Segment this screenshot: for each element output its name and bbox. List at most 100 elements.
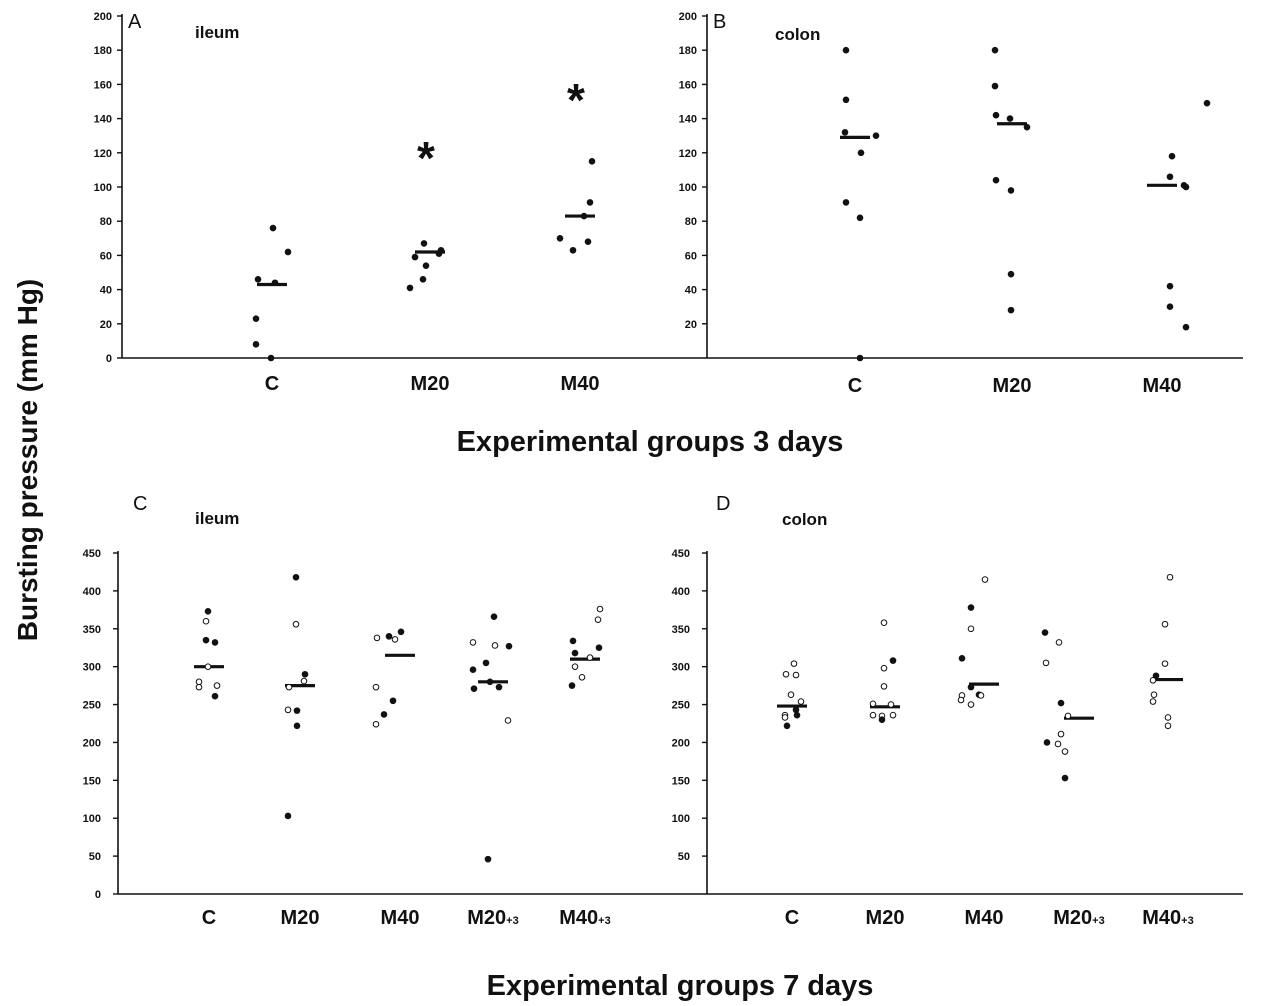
y-tick-label: 40 — [100, 285, 112, 297]
y-tick-label: 120 — [94, 148, 112, 160]
data-point-filled — [202, 636, 210, 644]
data-point-open — [1166, 573, 1174, 581]
data-point-filled — [1166, 173, 1174, 181]
data-point-open — [373, 634, 381, 642]
data-point-open — [781, 714, 789, 721]
y-tick-label: 150 — [83, 775, 101, 787]
y-tick-label: 200 — [679, 11, 697, 23]
data-point-filled — [872, 132, 880, 139]
data-point-filled — [991, 46, 999, 54]
panel-letter-a: A — [128, 11, 142, 33]
data-point-filled — [1023, 123, 1031, 131]
data-point-filled — [301, 670, 309, 678]
y-tick-label: 100 — [672, 813, 690, 825]
y-tick-label: 250 — [83, 700, 101, 712]
y-tick-label: 400 — [672, 586, 690, 598]
data-point-filled — [385, 633, 393, 640]
data-point-filled — [1168, 152, 1176, 160]
y-tick-label: 100 — [83, 813, 101, 825]
data-point-open — [889, 711, 897, 719]
data-point-open — [1161, 620, 1169, 628]
y-tick-label: 160 — [679, 79, 697, 91]
data-point-filled — [1043, 739, 1051, 746]
y-tick-label: 300 — [83, 662, 101, 674]
x-category-label: M40 — [561, 373, 600, 395]
data-point-filled — [958, 655, 966, 662]
data-point-open — [1055, 639, 1063, 646]
data-point-open — [880, 619, 888, 627]
data-point-filled — [1007, 306, 1015, 314]
y-tick-label: 160 — [94, 79, 112, 91]
data-point-filled — [269, 224, 277, 232]
x-category-label: C — [848, 375, 862, 397]
y-tick-label: 180 — [679, 45, 697, 57]
data-point-open — [869, 700, 877, 708]
data-point-open — [1161, 660, 1169, 667]
y-tick-label: 200 — [672, 737, 690, 749]
data-point-filled — [406, 284, 414, 292]
data-point-filled — [293, 707, 301, 714]
data-point-filled — [284, 812, 292, 820]
data-point-open — [586, 654, 594, 661]
data-point-open — [491, 642, 499, 649]
data-point-filled — [267, 354, 275, 362]
data-point-open — [787, 691, 795, 699]
data-point-open — [880, 664, 888, 672]
data-point-open — [391, 636, 399, 643]
data-point-filled — [889, 657, 897, 664]
data-point-open — [300, 677, 308, 685]
data-point-filled — [571, 649, 579, 657]
data-point-filled — [584, 238, 592, 246]
data-point-open — [1149, 698, 1157, 705]
y-tick-label: 300 — [672, 662, 690, 674]
y-tick-label: 100 — [94, 182, 112, 194]
panel-title-b: colon — [775, 25, 820, 44]
data-point-filled — [1007, 270, 1015, 278]
y-tick-label: 350 — [83, 624, 101, 636]
y-tick-label: 0 — [106, 353, 112, 365]
data-point-filled — [569, 246, 577, 254]
data-point-filled — [435, 250, 443, 257]
data-point-open — [1064, 712, 1072, 720]
data-point-filled — [967, 683, 975, 691]
data-point-filled — [1057, 699, 1065, 707]
x-category-label: M20+3 — [467, 907, 518, 929]
panel-title-d: colon — [782, 510, 827, 529]
data-point-filled — [556, 235, 564, 242]
y-tick-label: 40 — [685, 285, 697, 297]
data-point-open — [571, 663, 579, 670]
data-point-open — [372, 683, 380, 691]
panel-a-ileum-3-days: A ileum 0 20 40 60 80 100 120 140 160 180 200 C M20 M… — [94, 11, 707, 395]
y-tick-label: 200 — [94, 11, 112, 23]
group-title-3-days: Experimental groups 3 days — [457, 426, 844, 458]
data-point-open — [1054, 740, 1062, 748]
x-category-label: M40 — [965, 907, 1004, 929]
data-point-open — [869, 711, 877, 719]
data-point-filled — [992, 176, 1000, 184]
y-tick-label: 120 — [679, 148, 697, 160]
data-point-filled — [271, 279, 279, 287]
panel-b-colon-3-days: B colon 20 40 60 80 100 120 140 160 180 200 C M20 M4… — [679, 11, 1243, 397]
data-point-filled — [967, 604, 975, 611]
data-point-filled — [842, 199, 850, 206]
data-point-filled — [1166, 282, 1174, 290]
panel-d-colon-7-days: D colon 50 100 150 200 250 300 350 400 450 C M20 M4… — [672, 493, 1243, 929]
data-point-open — [1057, 730, 1065, 738]
data-point-filled — [1182, 323, 1190, 331]
data-point-filled — [1061, 774, 1069, 782]
y-axis-label: Bursting pressure (mm Hg) — [12, 279, 43, 642]
x-category-label: M40+3 — [559, 907, 610, 929]
y-tick-label: 250 — [672, 700, 690, 712]
data-point-filled — [211, 692, 219, 700]
y-tick-label: 60 — [685, 250, 697, 262]
panel-letter-c: C — [133, 493, 147, 515]
data-point-filled — [420, 240, 428, 247]
y-tick-label: 0 — [95, 889, 101, 901]
significance-marker: * — [567, 74, 585, 126]
data-point-filled — [793, 711, 801, 719]
data-point-filled — [842, 96, 850, 104]
data-point-filled — [490, 613, 498, 620]
x-category-label: M40+3 — [1142, 907, 1193, 929]
group-title-7-days: Experimental groups 7 days — [487, 970, 874, 1002]
data-point-open — [195, 678, 203, 686]
